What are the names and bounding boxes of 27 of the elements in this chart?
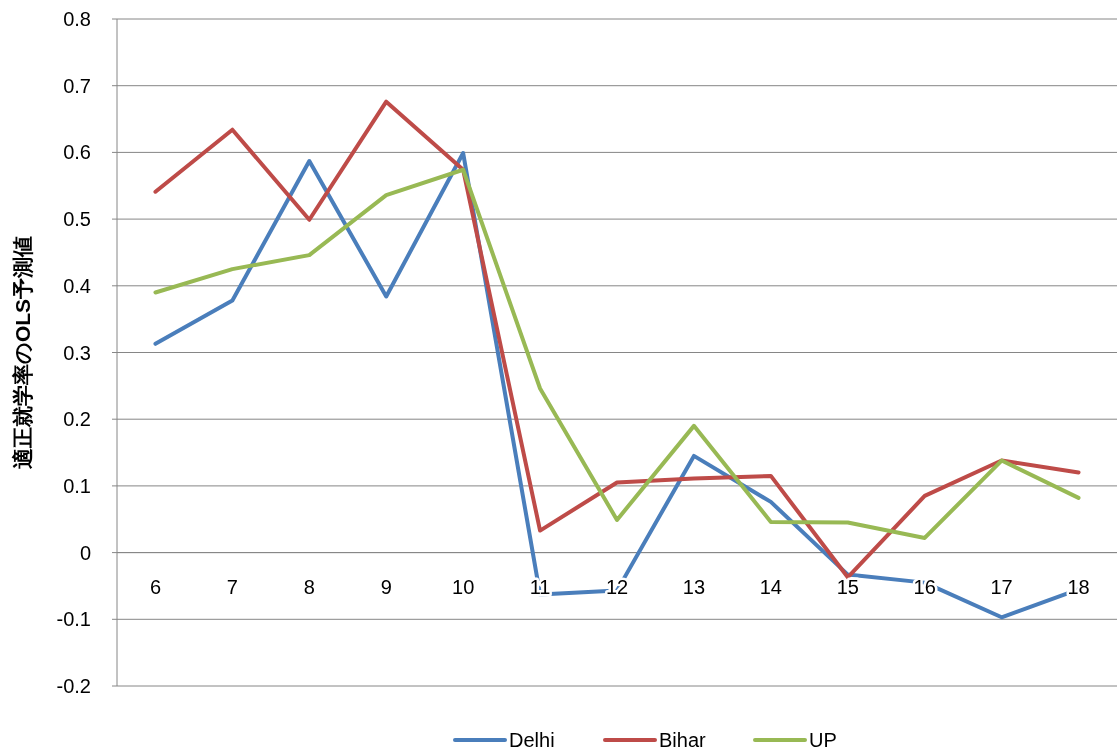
- x-tick-label: 17: [990, 575, 1013, 598]
- x-tick-label: 15: [836, 575, 859, 598]
- legend-label: Bihar: [659, 729, 707, 751]
- x-tick-label: 18: [1067, 575, 1090, 598]
- x-tick-label: 10: [452, 575, 475, 598]
- legend-label: Delhi: [509, 729, 555, 751]
- x-tick-label: 7: [226, 575, 238, 598]
- y-tick-label: 0: [79, 541, 91, 564]
- y-tick-label: -0.2: [56, 675, 91, 697]
- x-tick-label: 9: [380, 575, 392, 598]
- y-axis-title: 適正就学率のOLS予測値: [11, 235, 34, 470]
- y-tick-label: 0.1: [63, 474, 91, 497]
- y-tick-label: 0.4: [63, 274, 91, 297]
- y-tick-label: 0.5: [63, 208, 91, 231]
- line-series: [153, 99, 1081, 580]
- y-tick-label: 0.6: [63, 141, 91, 164]
- legend-label: UP: [809, 729, 837, 751]
- y-tick-label: 0.7: [63, 74, 91, 97]
- x-tick-label: 6: [149, 575, 162, 598]
- x-tick-label: 8: [303, 575, 315, 598]
- x-tick-label: 14: [759, 575, 782, 598]
- y-tick-label: 0.3: [63, 341, 91, 364]
- line-series: [153, 167, 1081, 540]
- y-tick-label: -0.1: [56, 608, 91, 631]
- x-tick-label: 13: [682, 575, 706, 598]
- y-tick-label: 0.8: [63, 8, 91, 30]
- y-tick-label: 0.2: [63, 408, 91, 431]
